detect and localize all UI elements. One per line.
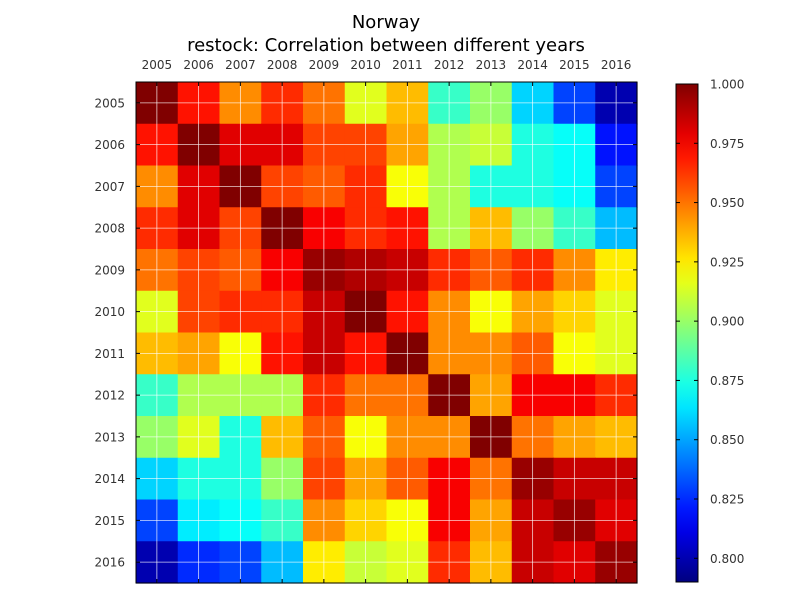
y-tick-label: 2007 — [94, 180, 125, 194]
heatmap-frame — [135, 81, 638, 584]
x-tick-label: 2014 — [517, 58, 548, 72]
y-tick-label: 2014 — [94, 472, 125, 486]
x-tick-label: 2013 — [476, 58, 507, 72]
colorbar: 0.800 0.825 0.850 0.875 0.900 0.925 0.950 0.975… — [675, 78, 744, 583]
y-tick-label: 2009 — [94, 263, 125, 277]
chart-subtitle: restock: Correlation between different y… — [187, 35, 585, 56]
x-tick-label: 2005 — [142, 58, 173, 72]
x-tick-label: 2007 — [225, 58, 256, 72]
y-tick-label: 2010 — [94, 305, 125, 319]
y-tick-label: 2013 — [94, 430, 125, 444]
colorbar-tick-label: 0.850 — [710, 433, 744, 447]
colorbar-tick-label: 0.800 — [710, 552, 744, 566]
colorbar-tick-label: 0.950 — [710, 196, 744, 210]
x-tick-label: 2006 — [183, 58, 214, 72]
x-tick-label: 2012 — [434, 58, 465, 72]
x-tick-label: 2009 — [309, 58, 340, 72]
heatmap-cells — [136, 82, 638, 584]
y-tick-label: 2006 — [94, 138, 125, 152]
x-tick-label: 2008 — [267, 58, 298, 72]
x-tick-label: 2016 — [601, 58, 632, 72]
colorbar-tick-label: 0.875 — [710, 374, 744, 388]
colorbar-gradient — [675, 83, 699, 583]
y-tick-label: 2011 — [94, 347, 125, 361]
x-axis-ticks: 2005 2006 2007 2008 2009 2010 2011 2012 2013 2014… — [142, 58, 632, 583]
y-tick-label: 2008 — [94, 222, 125, 236]
colorbar-tick-label: 0.825 — [710, 493, 744, 507]
y-tick-label: 2005 — [94, 96, 125, 110]
x-tick-label: 2011 — [392, 58, 423, 72]
y-axis-ticks: 2005 2006 2007 2008 2009 2010 2011 2012 2013 2014… — [94, 96, 637, 570]
chart-title: Norway — [352, 12, 421, 33]
colorbar-tick-label: 0.900 — [710, 315, 744, 329]
colorbar-tick-label: 0.975 — [710, 137, 744, 151]
y-tick-label: 2012 — [94, 389, 125, 403]
x-tick-label: 2015 — [559, 58, 590, 72]
colorbar-tick-label: 0.925 — [710, 255, 744, 269]
heatmap-grid — [136, 82, 637, 583]
x-tick-label: 2010 — [350, 58, 381, 72]
y-tick-label: 2015 — [94, 514, 125, 528]
y-tick-label: 2016 — [94, 556, 125, 570]
colorbar-tick-label: 1.000 — [710, 78, 744, 92]
